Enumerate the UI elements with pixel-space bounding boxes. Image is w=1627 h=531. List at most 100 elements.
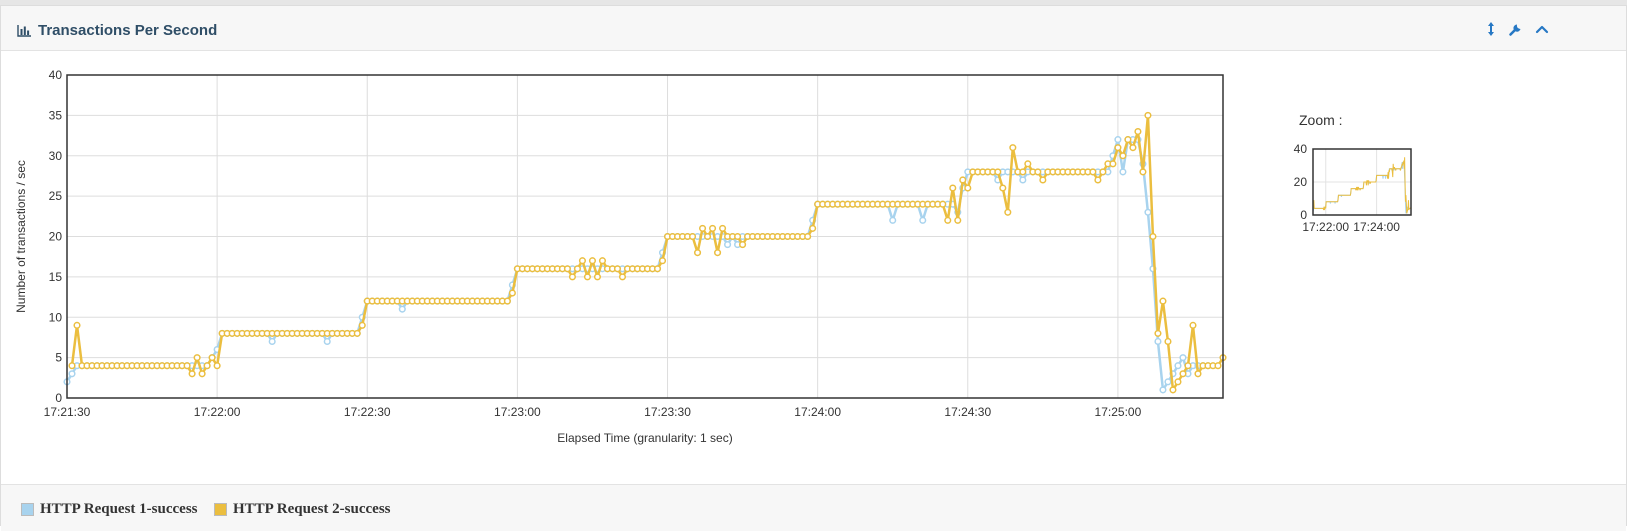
y-axis-title: Number of transactions / sec <box>14 160 28 313</box>
series-point-1 <box>889 216 897 224</box>
legend-item-series-1[interactable]: HTTP Request 1-success <box>21 501 198 518</box>
series-point-2 <box>563 265 571 273</box>
x-tick-label: 17:21:30 <box>44 405 91 419</box>
series-point-2 <box>719 224 727 232</box>
series-point-2 <box>1149 232 1157 241</box>
series-point-2 <box>1214 362 1222 370</box>
series-point-2 <box>939 200 947 208</box>
series-point-2 <box>613 265 622 273</box>
series-point-1 <box>268 337 276 346</box>
wrench-icon[interactable] <box>1507 20 1525 38</box>
zoom-y-tick-label: 0 <box>1300 208 1307 222</box>
zoom-x-tick-label: 17:24:00 <box>1353 220 1400 234</box>
bar-chart-icon <box>17 24 31 42</box>
series-point-2 <box>1129 144 1137 152</box>
y-tick-label: 20 <box>49 230 63 244</box>
series-point-2 <box>1164 337 1172 346</box>
main-chart[interactable]: 0 5 10 15 20 25 30 35 40 17:21:30 17:22:00 17:22:30… <box>1 51 1291 466</box>
series-point-2 <box>213 362 221 370</box>
series-point-2 <box>1124 136 1132 144</box>
series-point-1 <box>1174 362 1182 370</box>
series-point-2 <box>949 184 957 192</box>
x-tick-label: 17:24:30 <box>944 405 991 419</box>
series-point-1 <box>1159 386 1167 394</box>
series-point-2 <box>809 224 817 232</box>
series-point-2 <box>1154 329 1162 337</box>
series-point-2 <box>804 232 812 241</box>
x-tick-label: 17:25:00 <box>1095 405 1142 419</box>
top-strip <box>0 0 1627 5</box>
series-point-2 <box>964 184 972 192</box>
series-point-2 <box>1114 144 1122 152</box>
series-point-1 <box>1019 176 1027 184</box>
y-tick-label: 15 <box>49 270 63 284</box>
series-point-2 <box>583 273 592 281</box>
chart-body: 0 5 10 15 20 25 30 35 40 17:21:30 17:22:00 17:22:30… <box>1 51 1626 466</box>
series-point-1 <box>68 370 76 378</box>
series-point-2 <box>944 216 952 224</box>
y-tick-label: 0 <box>55 391 62 405</box>
x-tick-label: 17:23:30 <box>644 405 691 419</box>
series-point-1 <box>919 216 927 224</box>
series-point-2 <box>593 273 602 281</box>
x-tick-label: 17:22:00 <box>194 405 241 419</box>
series-point-2 <box>1179 370 1187 378</box>
series-point-2 <box>208 354 216 362</box>
series-point-1 <box>724 241 732 249</box>
series-point-2 <box>1009 144 1017 152</box>
series-point-2 <box>704 232 712 241</box>
panel-header: Transactions Per Second <box>1 6 1626 51</box>
series-point-2 <box>734 232 742 241</box>
series-point-2 <box>1189 321 1197 329</box>
legend-item-series-2[interactable]: HTTP Request 2-success <box>214 501 391 518</box>
chart-panel: Transactions Per Second 0 5 10 15 20 25 30 35 40… <box>0 5 1627 531</box>
legend-swatch-series-2 <box>214 503 227 516</box>
zoom-y-tick-label: 40 <box>1294 142 1308 156</box>
series-point-2 <box>188 370 196 378</box>
series-point-2 <box>954 216 962 224</box>
series-point-2 <box>698 224 707 232</box>
zoom-y-tick-label: 20 <box>1294 175 1308 189</box>
series-point-2 <box>588 257 597 265</box>
series-point-2 <box>1039 176 1047 184</box>
y-tick-label: 40 <box>49 68 63 82</box>
series-point-2 <box>1034 168 1042 176</box>
zoom-overview-chart[interactable]: 40 20 017:22:00 17:24:00 <box>1291 136 1481 236</box>
y-tick-label: 25 <box>49 189 63 203</box>
expand-vertical-icon[interactable] <box>1482 20 1500 38</box>
collapse-chevron-up-icon[interactable] <box>1533 20 1551 38</box>
zoom-plot-border <box>1312 148 1412 216</box>
series-point-2 <box>193 354 201 362</box>
series-point-2 <box>1144 111 1152 119</box>
series-point-2 <box>183 362 191 370</box>
series-point-2 <box>1174 378 1182 386</box>
x-tick-label: 17:22:30 <box>344 405 391 419</box>
legend: HTTP Request 1-success HTTP Request 2-su… <box>1 484 1626 531</box>
legend-swatch-series-1 <box>21 503 34 516</box>
series-point-2 <box>653 265 662 273</box>
zoom-series-line-2 <box>1312 157 1412 214</box>
x-tick-label: 17:23:00 <box>494 405 541 419</box>
series-point-2 <box>1094 176 1102 184</box>
y-tick-label: 5 <box>55 351 62 365</box>
series-point-2 <box>68 362 76 370</box>
series-point-2 <box>1194 370 1202 378</box>
legend-label-series-1: HTTP Request 1-success <box>40 501 198 517</box>
plot-border <box>66 74 1224 399</box>
series-point-2 <box>1024 160 1032 168</box>
series-point-2 <box>598 257 607 265</box>
series-point-2 <box>503 297 511 305</box>
series-point-1 <box>1114 136 1122 144</box>
series-point-2 <box>578 257 586 265</box>
series-point-2 <box>994 168 1002 176</box>
series-point-2 <box>1169 386 1177 394</box>
series-point-1 <box>1179 354 1187 362</box>
series-point-2 <box>739 241 747 249</box>
series-point-2 <box>203 362 211 370</box>
x-tick-label: 17:24:00 <box>794 405 841 419</box>
series-point-1 <box>1119 168 1127 176</box>
series-point-2 <box>658 257 667 265</box>
series-point-2 <box>1184 362 1192 370</box>
series-point-2 <box>618 273 627 281</box>
y-tick-label: 10 <box>49 310 63 324</box>
